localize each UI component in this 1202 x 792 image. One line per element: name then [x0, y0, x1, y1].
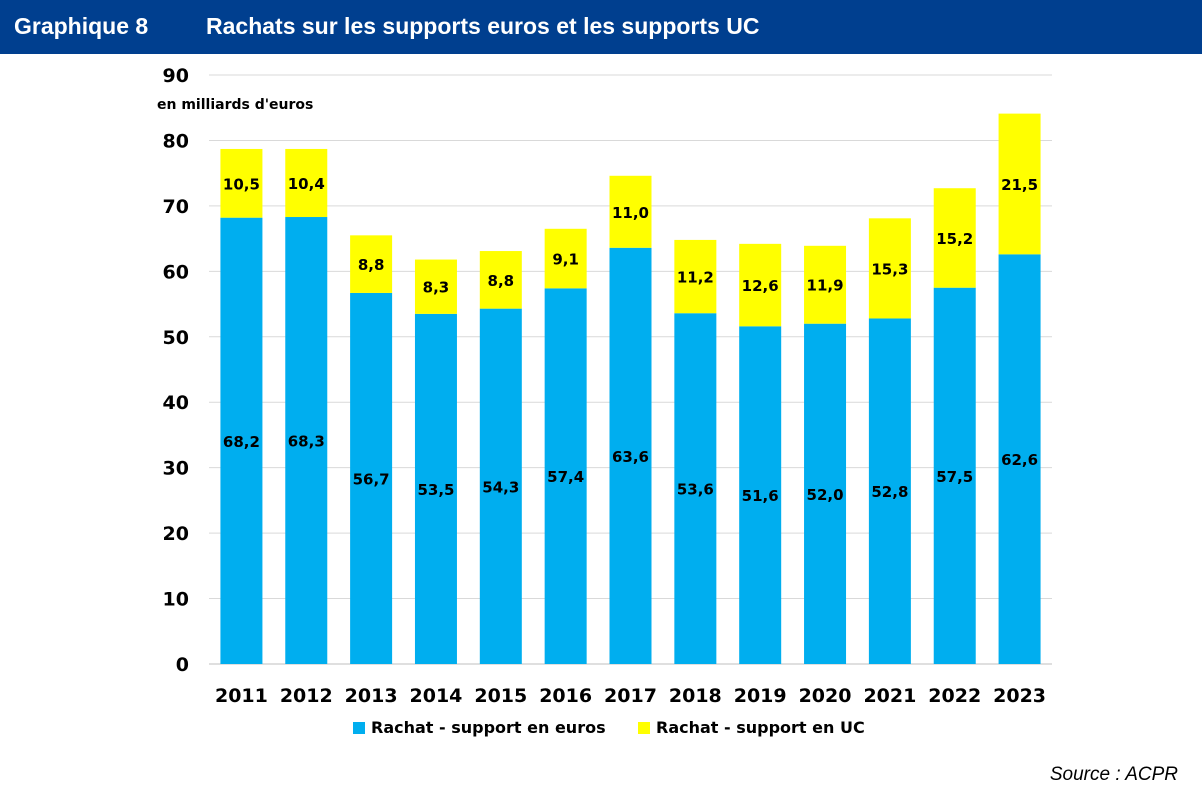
y-tick-label: 90 [163, 65, 189, 87]
data-label-euros: 56,7 [353, 470, 390, 488]
bar-euros [544, 288, 587, 664]
data-label-uc: 11,9 [807, 277, 844, 295]
y-tick-label: 70 [163, 196, 189, 218]
bar-uc [933, 188, 976, 288]
data-label-euros: 53,6 [677, 481, 714, 499]
bar-uc [544, 228, 587, 289]
data-label-uc: 10,5 [223, 175, 260, 193]
bar-euros [220, 217, 263, 664]
bar-euros [350, 292, 393, 664]
bar-uc [674, 239, 717, 314]
data-label-uc: 11,2 [677, 269, 714, 287]
bar-uc [609, 175, 652, 248]
x-tick-label: 2020 [799, 685, 852, 707]
figure-number: Graphique 8 [14, 13, 149, 39]
bar-uc [998, 113, 1041, 255]
data-label-euros: 63,6 [612, 448, 649, 466]
data-label-uc: 15,3 [871, 260, 908, 278]
x-tick-label: 2018 [669, 685, 722, 707]
bar-euros [285, 217, 328, 664]
x-tick-label: 2011 [215, 685, 268, 707]
y-tick-label: 20 [163, 523, 189, 545]
x-tick-label: 2015 [474, 685, 527, 707]
y-tick-label: 40 [163, 392, 189, 414]
data-label-uc: 8,8 [358, 256, 385, 274]
data-label-uc: 11,0 [612, 204, 649, 222]
bar-euros [998, 254, 1041, 664]
data-label-uc: 10,4 [288, 175, 325, 193]
legend-swatch [638, 722, 650, 734]
bar-euros [414, 313, 457, 664]
bar-euros [739, 326, 782, 664]
legend-label: Rachat - support en UC [656, 718, 865, 737]
bar-uc [479, 251, 522, 309]
y-tick-label: 80 [163, 130, 189, 152]
chart-title: Rachats sur les supports euros et les su… [206, 13, 760, 39]
data-label-euros: 52,0 [807, 486, 844, 504]
data-label-uc: 15,2 [936, 230, 973, 248]
x-tick-label: 2022 [928, 685, 981, 707]
unit-label: en milliards d'euros [157, 97, 313, 113]
bar-euros [479, 308, 522, 664]
data-label-euros: 53,5 [417, 481, 454, 499]
x-tick-label: 2017 [604, 685, 657, 707]
bar-euros [804, 323, 847, 664]
data-label-euros: 54,3 [482, 478, 519, 496]
y-tick-label: 60 [163, 261, 189, 283]
data-label-euros: 51,6 [742, 487, 779, 505]
data-label-uc: 12,6 [742, 277, 779, 295]
data-label-uc: 8,3 [423, 279, 450, 297]
data-label-euros: 68,3 [288, 433, 325, 451]
bar-euros [674, 313, 717, 664]
data-label-euros: 57,4 [547, 468, 584, 486]
bar-euros [933, 287, 976, 664]
bar-uc [414, 259, 457, 314]
x-tick-label: 2013 [345, 685, 398, 707]
y-tick-label: 30 [163, 458, 189, 480]
y-tick-label: 50 [163, 327, 189, 349]
bar-uc [285, 148, 328, 218]
data-label-uc: 8,8 [488, 272, 515, 290]
x-tick-label: 2019 [734, 685, 787, 707]
x-tick-label: 2014 [410, 685, 463, 707]
y-tick-label: 0 [176, 654, 189, 676]
y-tick-label: 10 [163, 589, 189, 611]
source-note: Source : ACPR [1049, 764, 1178, 785]
data-label-euros: 57,5 [936, 468, 973, 486]
chart-header: Graphique 8 Rachats sur les supports eur… [0, 0, 1202, 54]
bar-euros [868, 318, 911, 664]
data-label-euros: 62,6 [1001, 451, 1038, 469]
legend-swatch [353, 722, 365, 734]
data-label-euros: 52,8 [871, 483, 908, 501]
bar-euros [609, 247, 652, 665]
data-label-uc: 9,1 [552, 251, 579, 269]
data-label-euros: 68,2 [223, 433, 260, 451]
data-label-uc: 21,5 [1001, 176, 1038, 194]
bar-uc [868, 218, 911, 319]
bar-uc [350, 235, 393, 293]
bar-uc [804, 245, 847, 324]
x-tick-label: 2021 [863, 685, 916, 707]
bar-uc [739, 243, 782, 327]
stacked-bar-chart: 0 10 20 30 40 50 60 70 80 90 en milliards d'euros 6… [157, 65, 1052, 737]
x-tick-label: 2016 [539, 685, 592, 707]
bar-uc [220, 148, 263, 218]
legend-label: Rachat - support en euros [371, 718, 606, 737]
x-tick-label: 2012 [280, 685, 333, 707]
x-tick-label: 2023 [993, 685, 1046, 707]
